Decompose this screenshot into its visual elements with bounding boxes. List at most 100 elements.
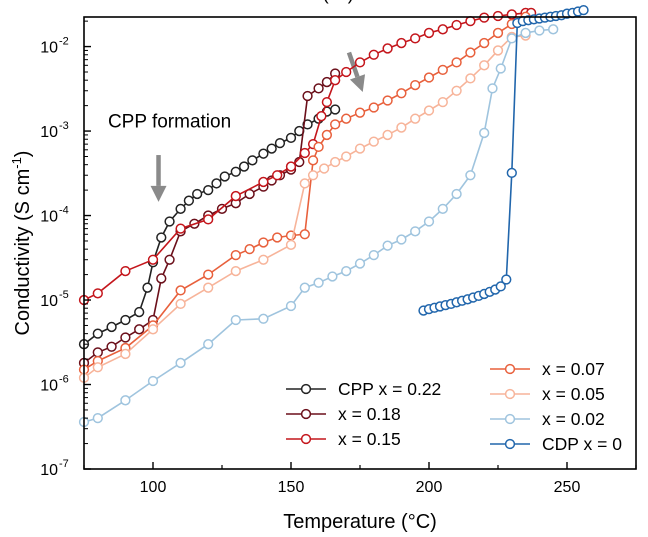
data-point (272, 170, 283, 181)
data-point (495, 63, 506, 74)
series-line-0 (83, 108, 336, 345)
data-point (368, 136, 379, 147)
data-point (410, 226, 421, 237)
data-point (92, 328, 103, 339)
data-point (410, 79, 421, 91)
data-point (330, 119, 341, 130)
data-point (318, 163, 330, 174)
data-point (492, 27, 504, 39)
data-point (423, 72, 435, 83)
annotation-arrow-shaft-0 (346, 51, 360, 78)
data-point (341, 113, 352, 124)
data-point (451, 57, 462, 68)
data-point (479, 60, 490, 71)
data-point (423, 105, 435, 116)
series-0 (78, 104, 341, 350)
data-point (134, 324, 145, 335)
y-tick-label-base: 10 (40, 124, 58, 141)
data-point (382, 240, 393, 251)
annotation-arrow-head-1 (150, 185, 167, 202)
y-axis-label-close: ) (12, 151, 34, 158)
data-point (120, 314, 131, 326)
annotation-0: α-CDP(ss) formation (265, 0, 439, 5)
data-point (230, 190, 241, 202)
data-point (410, 33, 421, 44)
data-point (451, 19, 462, 31)
series-line-6 (423, 9, 584, 312)
data-point (330, 104, 341, 115)
data-point (465, 47, 476, 58)
y-axis-label-sup: -1 (9, 157, 24, 169)
y-tick-label-exp-2: -5 (59, 289, 69, 301)
y-axis-label-main: Conductivity (S cm (12, 169, 34, 336)
data-point (147, 324, 159, 335)
y-tick-label-exp-0: -7 (59, 458, 69, 470)
data-point (203, 339, 214, 350)
data-point (192, 188, 203, 200)
data-point (244, 244, 255, 255)
data-point (354, 57, 366, 68)
annotation-1: CPP formation (108, 112, 231, 133)
legend-item-1: x = 0.18 (286, 404, 401, 424)
data-point (548, 24, 559, 35)
x-axis-label: Temperature (°C) (283, 511, 437, 533)
data-point (211, 178, 222, 189)
data-point (92, 288, 103, 299)
series-5 (78, 24, 559, 428)
data-point (142, 282, 153, 293)
data-point (258, 254, 269, 265)
data-point (506, 167, 517, 179)
data-point (175, 298, 186, 310)
data-point (219, 171, 230, 182)
legend-item-3: x = 0.07 (490, 359, 605, 379)
legend-item-2: x = 0.15 (286, 429, 401, 449)
data-point (307, 155, 319, 166)
data-point (492, 45, 504, 56)
y-tick-label-1: 10 (40, 378, 58, 395)
data-point (410, 113, 421, 124)
data-point (203, 282, 214, 293)
legend-label: CPP x = 0.22 (338, 379, 441, 399)
legend-marker (504, 388, 516, 400)
data-point (492, 10, 504, 22)
data-point (423, 216, 435, 227)
data-point (147, 375, 159, 387)
data-point (302, 90, 313, 102)
legend-label: x = 0.15 (338, 429, 401, 449)
data-point (501, 274, 512, 285)
data-point (321, 76, 333, 88)
y-tick-label-0: 10 (40, 462, 58, 479)
data-point (203, 184, 214, 196)
data-point (175, 223, 186, 234)
data-point (299, 178, 310, 189)
legend-label: x = 0.02 (542, 409, 605, 429)
data-point (354, 143, 366, 154)
data-point (341, 265, 352, 277)
data-point (285, 132, 297, 144)
data-point (520, 27, 531, 39)
y-tick-label-base: 10 (40, 462, 58, 479)
data-point (313, 141, 324, 153)
y-tick-label-exp-1: -6 (59, 374, 69, 386)
data-point (272, 232, 283, 243)
y-tick-label-3: 10 (40, 209, 58, 226)
data-point (120, 348, 131, 360)
series-4 (78, 30, 531, 383)
data-point (230, 166, 241, 177)
data-point (341, 66, 352, 78)
data-point (368, 249, 379, 261)
data-point (285, 161, 297, 172)
annotation-arrow-head-0 (349, 74, 366, 92)
data-point (285, 300, 297, 312)
legend-item-0: CPP x = 0.22 (286, 379, 441, 399)
y-tick-label-2: 10 (40, 293, 58, 310)
data-point (578, 4, 589, 16)
data-point (465, 170, 476, 181)
data-point (147, 254, 159, 265)
data-point (238, 161, 250, 172)
data-point (321, 129, 333, 141)
data-point (396, 88, 407, 99)
legend-marker (504, 438, 516, 450)
x-tick-label-250: 250 (554, 479, 581, 496)
